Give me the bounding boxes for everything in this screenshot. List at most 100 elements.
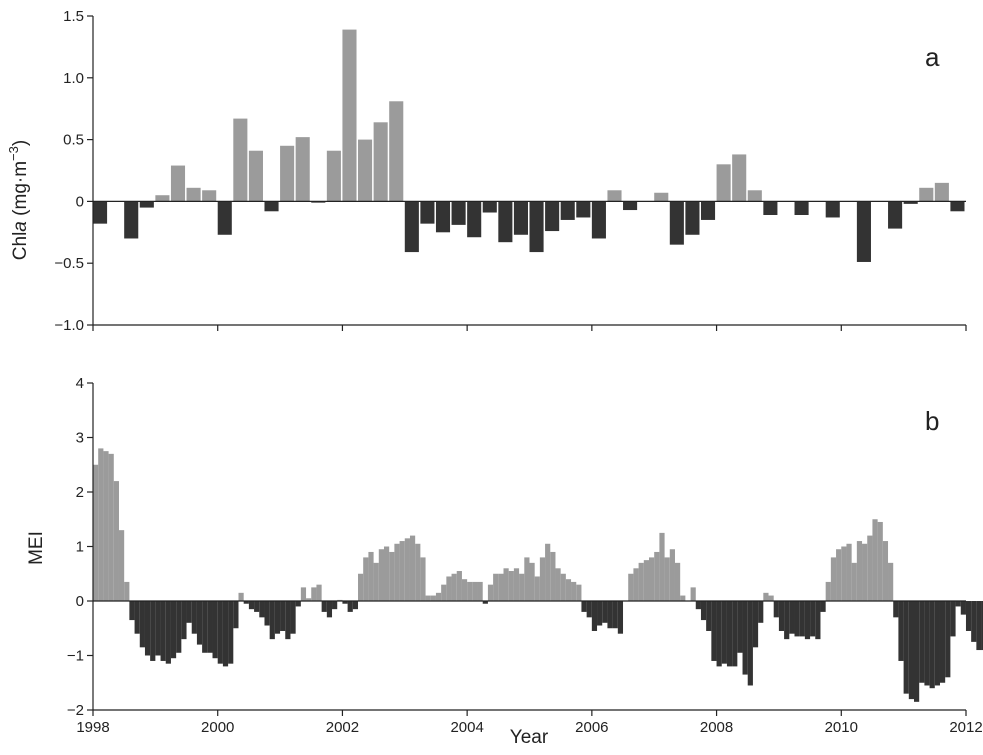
panel-b-bar	[368, 551, 374, 601]
panel-b-bar	[763, 592, 769, 601]
panel-b-bar	[165, 601, 171, 664]
panel-b-bar	[513, 568, 520, 601]
panel-b-bar	[773, 601, 779, 618]
panel-a-bar	[732, 154, 747, 202]
panel-b-bar	[98, 448, 104, 601]
panel-b-bar	[778, 601, 785, 631]
panel-b-bar	[487, 584, 494, 601]
y-tick-label: −1	[67, 648, 84, 665]
panel-b-bar	[581, 601, 587, 612]
panel-b-bar	[690, 587, 696, 602]
y-tick-label: 4	[76, 375, 84, 392]
panel-b-bar	[134, 601, 140, 634]
panel-a-bar	[919, 187, 934, 202]
panel-b-bar	[888, 562, 894, 601]
x-tick-label: 2010	[825, 719, 858, 736]
panel-b-bar	[441, 584, 447, 601]
panel-b-bar	[519, 573, 525, 601]
panel-b-bar	[212, 601, 218, 659]
panel-b-bar	[170, 601, 177, 659]
panel-b-bar	[93, 464, 99, 601]
panel-b-bar	[924, 601, 930, 686]
y-tick-label: −2	[67, 702, 84, 719]
panel-b-bar	[425, 595, 431, 601]
panel-b-bar	[539, 557, 546, 601]
panel-a-bar	[233, 118, 248, 202]
panel-a-bar	[170, 165, 186, 202]
panel-b-bar	[493, 573, 499, 601]
panel-a-bar	[607, 190, 622, 202]
panel-b-bar	[981, 601, 983, 651]
panel-b-bar	[269, 601, 275, 640]
panel-a-ylabel-unit: (mg·m	[10, 161, 31, 221]
x-tick-label: 2004	[450, 719, 483, 736]
x-tick-label: 2002	[326, 719, 359, 736]
panel-b-bar	[898, 601, 904, 661]
panel-a-y-axis-title: Chla (mg·m−3)	[6, 140, 31, 260]
panel-a-bar	[389, 101, 404, 202]
panel-b-bar	[280, 601, 286, 631]
panel-b-bar	[383, 546, 390, 601]
panel-b-bar	[228, 601, 234, 664]
panel-b-bar	[409, 535, 416, 601]
y-tick-label: 2	[76, 484, 84, 501]
panel-a-bar	[888, 201, 903, 229]
panel-b-bar	[472, 581, 478, 601]
panel-b-letter: b	[925, 406, 939, 436]
panel-b-bar	[103, 451, 109, 602]
panel-a-bar	[685, 201, 700, 235]
panel-b-bar	[726, 601, 733, 667]
panel-b-bar	[804, 601, 811, 640]
panel-b-bar	[737, 601, 743, 653]
panel-b-bar	[768, 595, 774, 601]
panel-b-bar	[321, 601, 327, 612]
panel-b-bar	[347, 601, 353, 612]
panel-b-bar	[196, 601, 203, 645]
panel-b-bar	[571, 581, 577, 601]
panel-a-bars	[93, 29, 965, 262]
panel-b-bar	[352, 601, 359, 610]
panel-b-bar	[914, 601, 920, 702]
panel-b-bar	[446, 576, 452, 601]
panel-b-bar	[825, 581, 831, 601]
panel-b-bar	[654, 551, 660, 601]
panel-b-bar	[960, 601, 966, 615]
panel-b-bar	[316, 584, 322, 601]
panel-b-bar	[586, 601, 592, 618]
panel-b-bar	[186, 601, 192, 623]
x-axis-title: Year	[510, 727, 549, 748]
panel-a: −1.0−0.500.51.01.5 a Chla (mg·m−3)	[6, 8, 967, 334]
panel-b-bar	[851, 562, 857, 601]
panel-b-bar	[191, 601, 197, 634]
panel-b-bar	[378, 549, 384, 601]
panel-a-bar	[295, 137, 310, 202]
panel-b-bar	[243, 601, 249, 604]
panel-a-bar	[513, 201, 528, 235]
panel-a-bar	[358, 139, 373, 202]
panel-b-bar	[794, 601, 800, 637]
panel-b-bar	[311, 587, 317, 602]
x-tick-label: 2008	[700, 719, 733, 736]
y-tick-label: −0.5	[54, 255, 84, 272]
panel-a-bar	[248, 150, 263, 202]
panel-b-bar	[950, 601, 956, 637]
panel-a-bar	[124, 201, 139, 239]
panel-a-bar	[498, 201, 513, 243]
panel-a-bar	[155, 195, 170, 202]
panel-b-bar	[752, 601, 759, 648]
panel-b-axes: −2 −1 0 1 2 3 4 1998 2000 2002 2004 2006 2008 2010 201…	[67, 375, 983, 736]
panel-a-ylabel-sup: −3	[6, 146, 21, 161]
panel-b-bar	[290, 601, 296, 634]
panel-b-bar	[628, 573, 634, 601]
panel-a-bar	[435, 201, 451, 233]
panel-b-bar	[716, 601, 722, 667]
panel-b-bar	[274, 601, 281, 634]
panel-b-bar	[363, 557, 369, 601]
panel-b-bar	[799, 601, 805, 637]
panel-b-bar	[607, 601, 613, 629]
panel-b-bar	[524, 557, 530, 601]
panel-a-bar	[669, 201, 684, 245]
panel-b-bar	[160, 601, 166, 661]
panel-b-bar	[300, 587, 307, 602]
panel-a-bar	[93, 201, 108, 224]
